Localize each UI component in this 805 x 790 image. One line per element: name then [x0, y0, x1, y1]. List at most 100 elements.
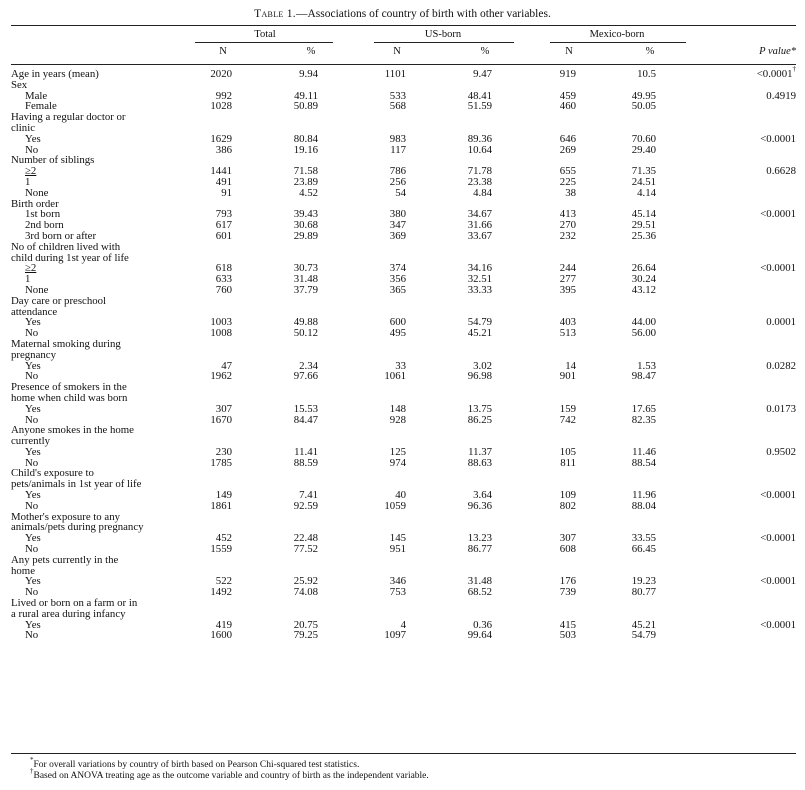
row-label: Yes [11, 403, 144, 415]
cell-n1: 230 [215, 445, 232, 458]
section-row: Day care or preschool attendance [11, 295, 796, 318]
cell-n1: 1003 [210, 316, 232, 329]
table-row: Yes 1003 49.88 600 54.79 403 44.00 0.0001 [11, 317, 796, 328]
table-row: Yes 419 20.75 4 0.36 415 45.21 <0.0001 [11, 618, 796, 631]
section-row: No of children lived with child during 1… [11, 241, 796, 264]
cell-n2: 753 [389, 586, 406, 599]
cell-p2: 89.36 [467, 132, 492, 145]
cell-n2: 495 [389, 327, 406, 340]
cell-p2 [406, 555, 492, 577]
cell-p-value: 0.0173 [656, 402, 796, 415]
cell-n3: 109 [559, 489, 576, 502]
section-label: Day care or preschool attendance [11, 295, 144, 318]
cell-p-value [656, 630, 796, 641]
cell-p1 [232, 339, 318, 361]
cell-n3: 277 [559, 273, 576, 286]
cell-n1: 992 [215, 89, 232, 102]
cell-p1 [232, 80, 318, 91]
section-row: Child's exposure to pets/animals in 1st … [11, 468, 796, 490]
group-header-us-born: US-born [424, 29, 462, 40]
label-text: No [25, 586, 39, 599]
footnote-2-text: Based on ANOVA treating age as the outco… [33, 771, 429, 781]
cell-n3: 919 [559, 68, 576, 80]
cell-n2: 786 [389, 165, 406, 178]
cell-p3: 80.77 [631, 586, 656, 599]
table-row: Male 992 49.11 533 48.41 459 49.95 0.4919 [11, 89, 796, 102]
cell-p1: 2.34 [299, 359, 318, 372]
subheader-pct-total: % [306, 46, 316, 57]
row-label: Yes [11, 317, 144, 328]
cell-n3: 503 [559, 629, 576, 642]
row-label: Yes [11, 576, 144, 587]
cell-p3 [576, 339, 656, 361]
cell-p3: 88.54 [631, 456, 656, 469]
cell-p1: 79.25 [293, 629, 318, 642]
cell-n2: 600 [389, 316, 406, 329]
cell-p2: 0.36 [473, 618, 492, 631]
cell-p2 [406, 339, 492, 361]
row-label: None [11, 285, 144, 296]
cell-p1: 29.89 [293, 229, 318, 242]
cell-p-value: <0.0001† [656, 66, 796, 80]
row-label: 1st born [11, 209, 144, 220]
cell-p-value [656, 242, 796, 264]
label-text: Yes [25, 445, 41, 458]
cell-n3: 460 [559, 100, 576, 113]
table-row: ≥2 1441 71.58 786 71.78 655 71.35 0.6628 [11, 166, 796, 177]
group-rule-total [195, 42, 333, 43]
label-text: ≥2 [25, 262, 37, 275]
cell-p3: 4.14 [637, 186, 656, 199]
row-label: No [11, 144, 144, 156]
cell-n2: 951 [389, 543, 406, 556]
cell-p3: 66.45 [631, 543, 656, 556]
cell-p1 [232, 112, 318, 134]
cell-n1: 1600 [210, 629, 232, 642]
row-label: Yes [11, 445, 144, 458]
cell-p3 [576, 512, 656, 534]
cell-p2 [406, 112, 492, 134]
cell-p1 [232, 242, 318, 264]
cell-p3: 50.05 [631, 100, 656, 113]
cell-n2 [318, 112, 406, 134]
section-label: Having a regular doctor or clinic [11, 112, 144, 134]
table-row: No 1861 92.59 1059 96.36 802 88.04 [11, 499, 796, 512]
label-text: Yes [25, 618, 41, 631]
cell-n3: 413 [559, 208, 576, 221]
table-caption: Table 1.—Associations of country of birt… [0, 8, 805, 20]
row-label: ≥2 [11, 166, 144, 177]
cell-p-value [656, 425, 796, 447]
cell-n3 [492, 468, 576, 490]
group-header-total: Total [254, 29, 276, 40]
cell-p1 [232, 598, 318, 620]
cell-p-value: <0.0001 [656, 490, 796, 501]
cell-p-value [656, 415, 796, 426]
cell-p2: 31.48 [467, 575, 492, 588]
cell-p2: 68.52 [467, 586, 492, 599]
label-text: 1 [25, 273, 31, 286]
p-value-text: 0.0173 [766, 402, 796, 415]
section-label: Mother's exposure to any animals/pets du… [11, 511, 144, 534]
label-text: Lived or born on a farm or in a rural ar… [11, 597, 138, 620]
table-row: 1st born 793 39.43 380 34.67 413 45.14 <0.0001 [11, 209, 796, 220]
label-text: Yes [25, 316, 41, 329]
cell-n2: 380 [389, 208, 406, 221]
cell-n1 [144, 339, 232, 361]
cell-n2: 533 [389, 89, 406, 102]
cell-n2: 125 [389, 445, 406, 458]
cell-n1: 1861 [210, 499, 232, 512]
cell-p3: 70.60 [631, 132, 656, 145]
cell-p3: 45.21 [631, 618, 656, 631]
label-text: Anyone smokes in the home currently [11, 424, 134, 448]
cell-n3: 802 [559, 499, 576, 512]
section-label: Maternal smoking during pregnancy [11, 339, 144, 361]
cell-p3: 71.35 [631, 165, 656, 178]
cell-n1: 91 [221, 186, 232, 199]
cell-p3: 26.64 [631, 262, 656, 275]
p-value-text: 0.4919 [766, 89, 796, 102]
cell-n3: 739 [559, 586, 576, 599]
cell-p-value: 0.0282 [656, 360, 796, 372]
cell-p-value: <0.0001 [656, 619, 796, 631]
subheader-n-us: N [393, 46, 401, 57]
cell-p2 [406, 425, 492, 447]
table-row: Yes 230 11.41 125 11.37 105 11.46 0.9502 [11, 445, 796, 458]
